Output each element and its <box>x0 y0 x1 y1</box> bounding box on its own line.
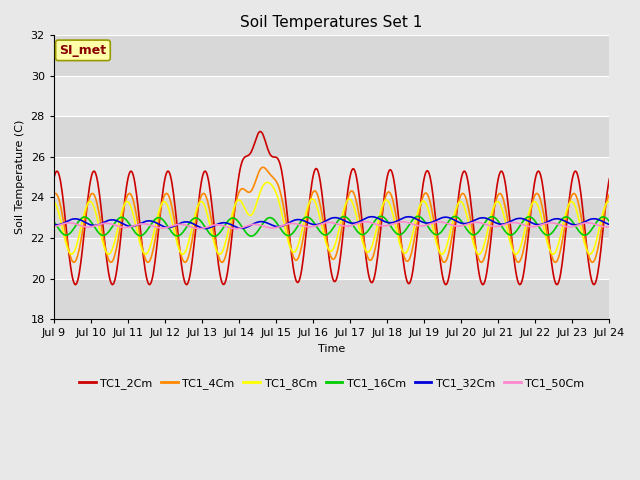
Bar <box>54 36 609 76</box>
Y-axis label: Soil Temperature (C): Soil Temperature (C) <box>15 120 25 234</box>
Text: SI_met: SI_met <box>60 44 106 57</box>
Bar <box>54 197 609 238</box>
X-axis label: Time: Time <box>318 344 345 354</box>
Bar <box>54 76 609 117</box>
Legend: TC1_2Cm, TC1_4Cm, TC1_8Cm, TC1_16Cm, TC1_32Cm, TC1_50Cm: TC1_2Cm, TC1_4Cm, TC1_8Cm, TC1_16Cm, TC1… <box>74 373 589 393</box>
Title: Soil Temperatures Set 1: Soil Temperatures Set 1 <box>241 15 423 30</box>
Bar <box>54 157 609 197</box>
Bar <box>54 117 609 157</box>
Bar <box>54 238 609 278</box>
Bar <box>54 278 609 319</box>
